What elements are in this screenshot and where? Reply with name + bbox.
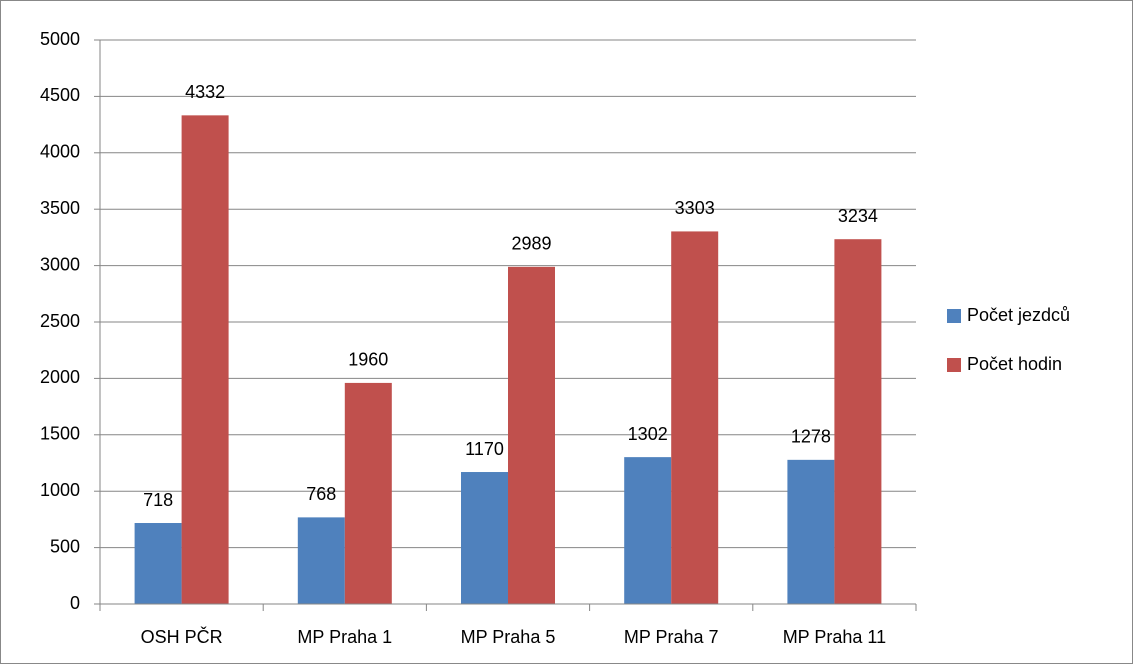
bar	[787, 459, 835, 604]
bar	[181, 115, 229, 604]
y-tick-label: 1500	[40, 424, 80, 444]
data-label: 1302	[628, 424, 668, 444]
y-tick-label: 2000	[40, 367, 80, 387]
y-tick-label: 0	[70, 593, 80, 613]
y-tick-label: 4000	[40, 142, 80, 162]
data-label: 4332	[185, 82, 225, 102]
bar	[344, 382, 392, 604]
y-tick-label: 3500	[40, 198, 80, 218]
y-tick-label: 1000	[40, 480, 80, 500]
y-tick-label: 5000	[40, 29, 80, 49]
bar	[834, 239, 882, 604]
data-label: 1170	[465, 439, 504, 459]
bar	[508, 266, 555, 604]
legend-label: Počet jezdců	[967, 305, 1070, 325]
legend-label: Počet hodin	[967, 354, 1062, 374]
y-tick-label: 3000	[40, 254, 80, 274]
x-tick-label: MP Praha 1	[297, 627, 392, 647]
bar	[671, 231, 719, 604]
bar	[297, 517, 345, 604]
data-label: 1278	[791, 427, 831, 447]
data-label: 3303	[675, 198, 715, 218]
y-tick-label: 4500	[40, 85, 80, 105]
y-tick-label: 2500	[40, 311, 80, 331]
x-tick-label: MP Praha 5	[461, 627, 556, 647]
bar	[624, 457, 672, 604]
x-tick-label: MP Praha 7	[624, 627, 719, 647]
data-label: 3234	[838, 206, 878, 226]
data-label: 2989	[511, 234, 551, 254]
x-tick-label: OSH PČR	[141, 626, 223, 647]
bar	[134, 523, 182, 604]
data-label: 1960	[348, 350, 388, 370]
legend-marker	[947, 309, 961, 323]
legend-marker	[947, 358, 961, 372]
data-label: 768	[306, 484, 336, 504]
x-tick-label: MP Praha 11	[783, 627, 886, 647]
bar	[461, 472, 508, 604]
data-label: 718	[143, 490, 173, 510]
y-tick-label: 500	[50, 536, 80, 556]
